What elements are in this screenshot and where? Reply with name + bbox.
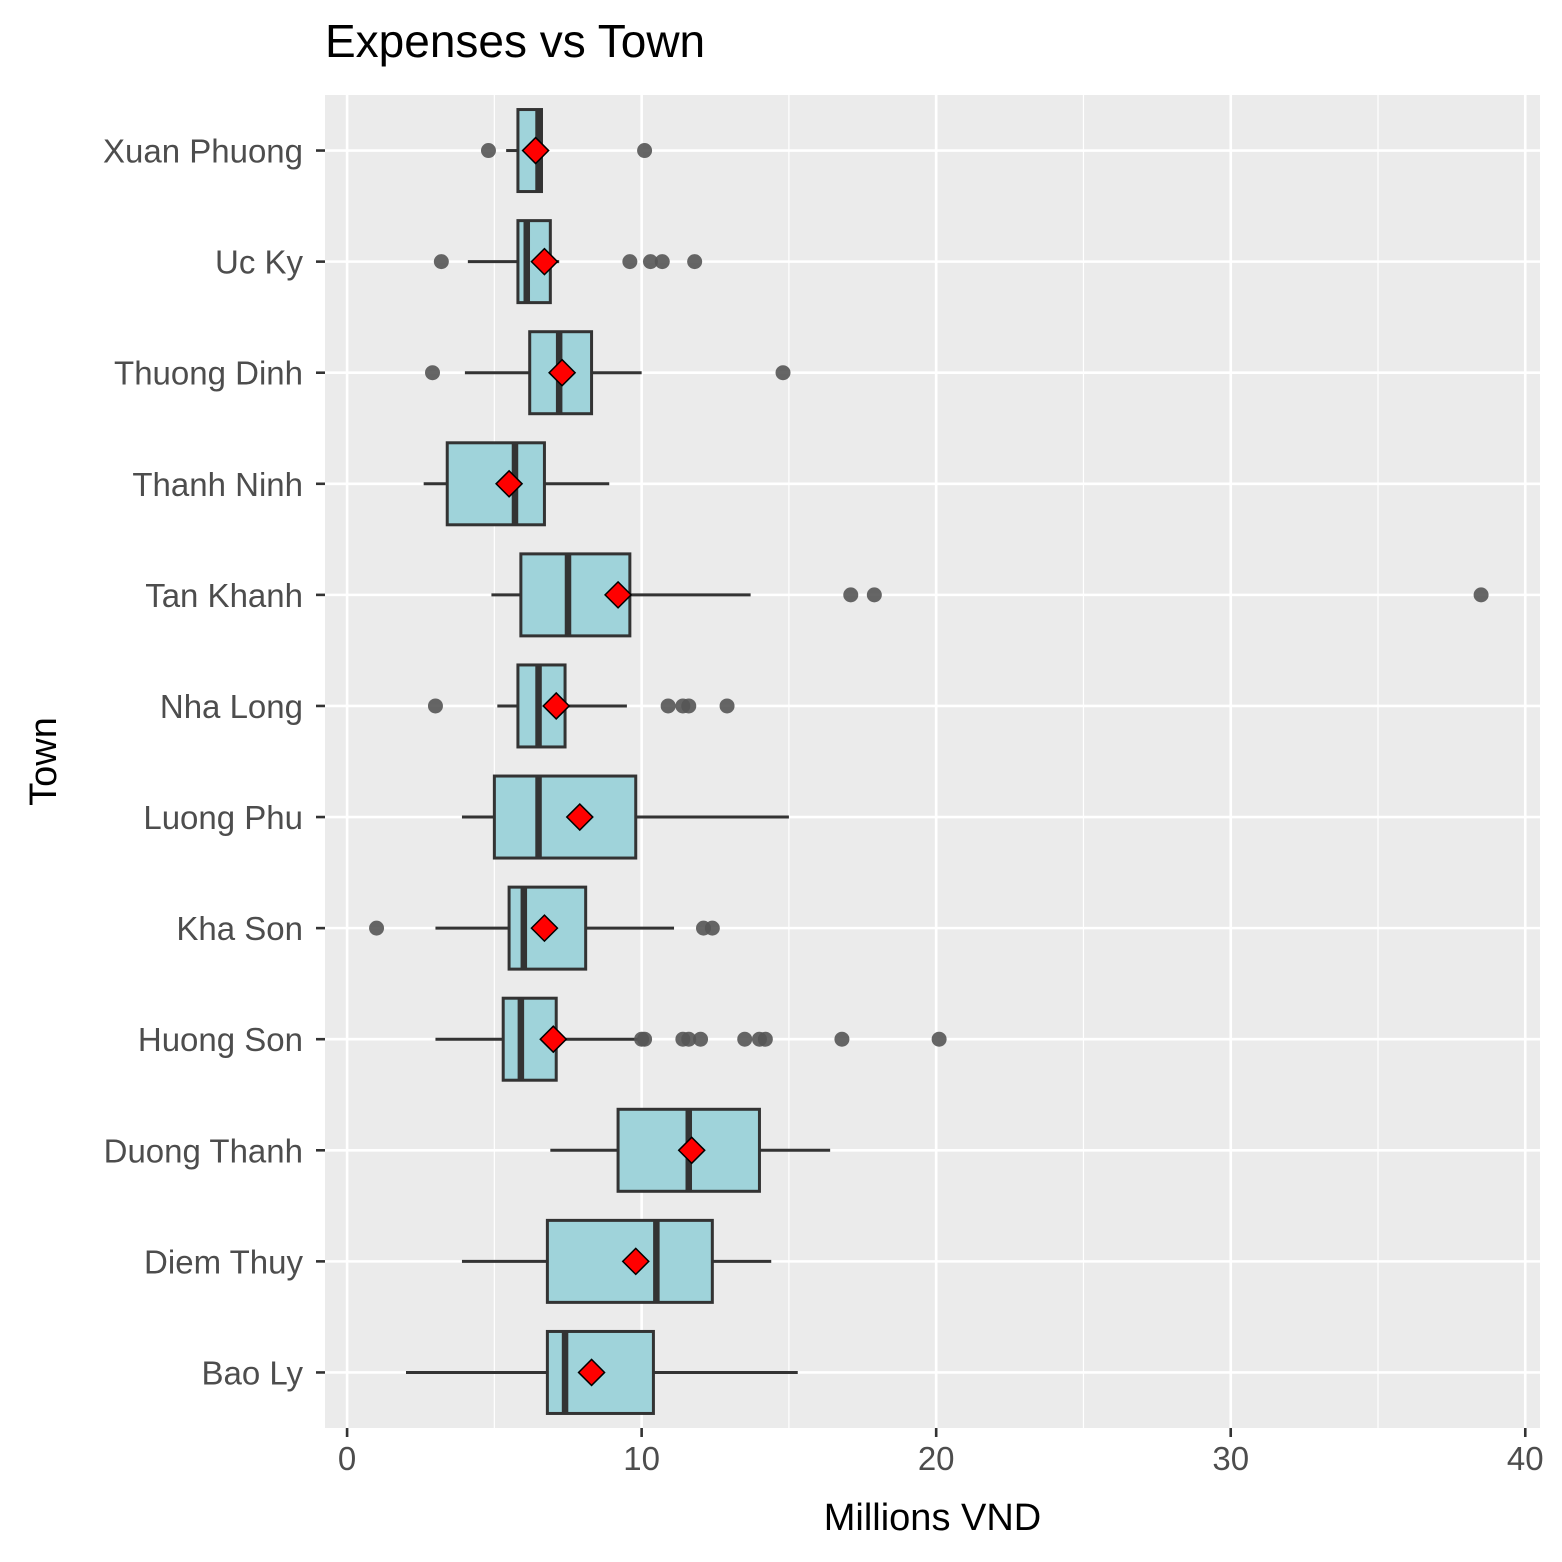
axes: Bao Ly Diem Thuy Duong Thanh Huong Son Kha S… [103,133,1544,1477]
mean-marker [604,580,633,609]
mean-marker [495,469,524,498]
outlier-point [737,1031,753,1047]
box-group [433,219,703,305]
x-tick-label: 40 [1507,1440,1544,1477]
plot-panel [325,95,1540,1428]
box-group [480,108,653,194]
mean-marker [521,136,550,165]
y-tick-label: Bao Ly [201,1354,303,1391]
outlier-point [775,365,791,381]
x-tick-label: 10 [623,1440,660,1477]
box-group [423,441,610,527]
outlier-point [637,143,653,159]
outlier-point [843,587,859,603]
y-tick-label: Thuong Dinh [114,355,303,392]
box [492,774,638,860]
outlier-point [433,254,449,270]
box-marks [369,108,1489,1415]
box-group [435,996,947,1082]
grid-lines [325,95,1540,1428]
outlier-point [427,698,443,714]
y-tick-label: Huong Son [138,1021,303,1058]
y-tick-label: Kha Son [176,910,303,947]
outlier-point [687,254,703,270]
box-group [425,330,791,416]
mean-marker [542,691,571,721]
y-tick-label: Tan Khanh [145,577,303,614]
outlier-point [480,143,496,159]
outlier-point [681,1031,697,1047]
box-group [461,774,789,860]
y-tick-label: Duong Thanh [104,1132,303,1169]
outlier-point [693,1031,709,1047]
box-group [550,1107,831,1193]
outlier-point [834,1031,850,1047]
outlier-point [931,1031,947,1047]
outlier-point [660,698,676,714]
mean-marker [530,247,559,276]
y-tick-label: Thanh Ninh [132,466,303,503]
box-group [461,1218,772,1304]
y-axis-title: Town [23,717,65,806]
chart-title: Expenses vs Town [325,15,706,67]
box-group [427,663,735,749]
y-tick-label: Xuan Phuong [103,133,303,170]
box-group [406,1329,798,1415]
y-tick-label: Diem Thuy [144,1243,303,1280]
outlier-point [622,254,638,270]
x-tick-label: 0 [338,1440,356,1477]
outlier-point [757,1031,773,1047]
mean-marker [677,1136,706,1165]
mean-marker [577,1358,606,1387]
mean-marker [621,1247,650,1276]
box-group [369,885,720,971]
outlier-point [369,920,385,936]
outlier-point [866,587,882,603]
mean-marker [548,358,577,387]
outlier-point [425,365,441,381]
y-tick-label: Uc Ky [215,244,304,281]
box-group [491,552,1489,638]
outlier-point [681,698,697,714]
x-axis-title: Millions VND [824,1497,1041,1539]
outlier-point [654,254,670,270]
y-tick-label: Luong Phu [143,799,303,836]
outlier-point [1473,587,1489,603]
mean-marker [565,802,594,832]
mean-marker [530,914,559,943]
x-tick-label: 30 [1212,1440,1249,1477]
outlier-point [719,698,735,714]
outlier-point [704,920,720,936]
y-tick-label: Nha Long [160,688,303,725]
mean-marker [539,1025,568,1054]
outlier-point [637,1031,653,1047]
box [501,996,558,1082]
outlier-point [642,254,658,270]
x-tick-label: 20 [918,1440,955,1477]
